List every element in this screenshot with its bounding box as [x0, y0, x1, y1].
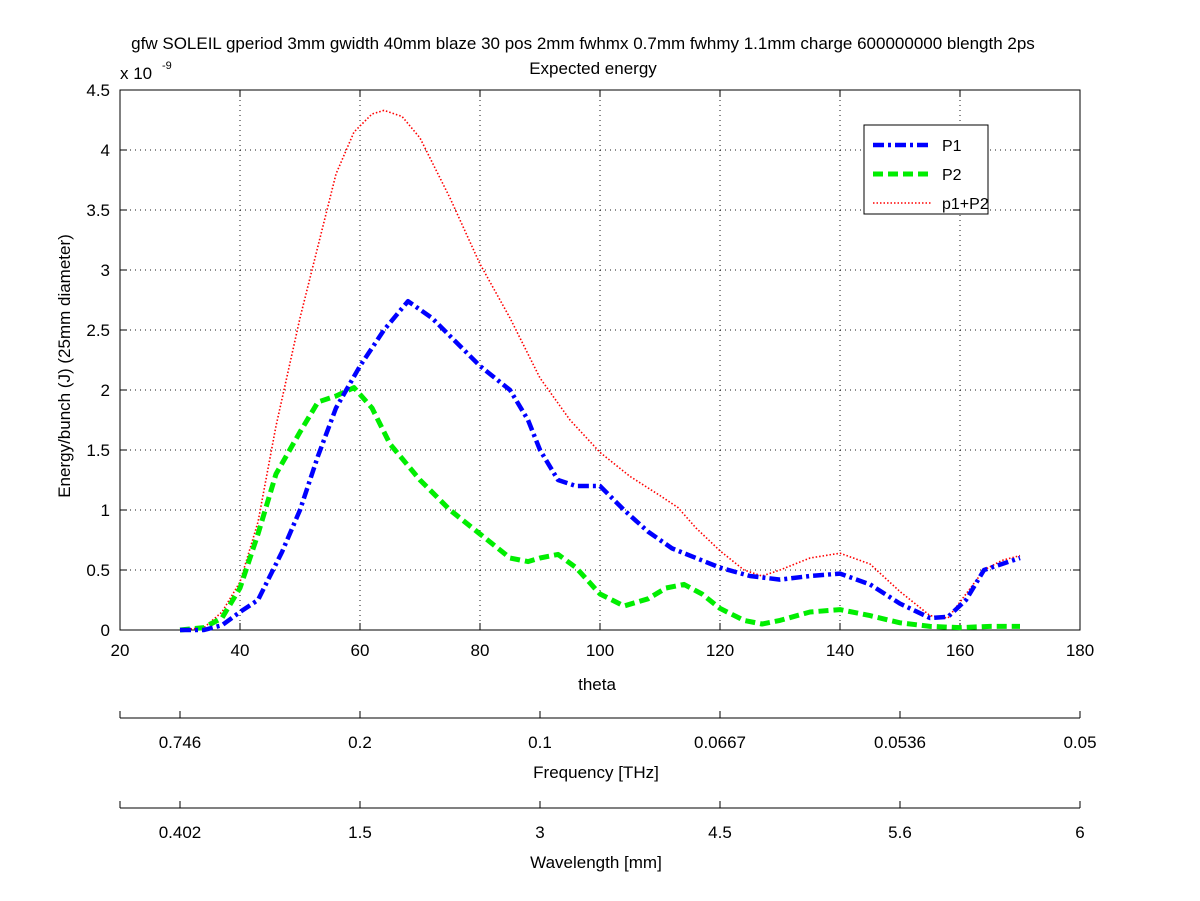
secondary-tick-label: 0.05	[1063, 733, 1096, 752]
x-tick-label: 120	[706, 641, 734, 660]
x-tick-label: 160	[946, 641, 974, 660]
x-tick-label: 180	[1066, 641, 1094, 660]
secondary-axes: 0.746 0.2 0.1 0.0667 0.0536 0.05 Frequency [TH…	[119, 711, 1097, 872]
secondary-tick-label: 4.5	[708, 823, 732, 842]
secondary-tick-label: 0.2	[348, 733, 372, 752]
y-axis-label: Energy/bunch (J) (25mm diameter)	[55, 234, 74, 498]
legend-label: p1+P2	[942, 196, 989, 213]
y-tick-label: 3	[101, 261, 110, 280]
y-tick-label: 2	[101, 381, 110, 400]
series-line-p2	[179, 385, 1020, 633]
chart-subtitle: Expected energy	[529, 59, 657, 78]
secondary-tick-label: 3	[535, 823, 544, 842]
x-tick-label: 60	[351, 641, 370, 660]
y-tick-label: 2.5	[86, 321, 110, 340]
y-tick-label: 4	[101, 141, 110, 160]
x-tick-label: 100	[586, 641, 614, 660]
legend-label: P2	[942, 167, 962, 184]
y-exponent-base: x 10	[120, 64, 152, 83]
x-axis-label: theta	[578, 675, 616, 694]
y-exponent-label: x 10 -9	[120, 60, 172, 83]
series-line-p1	[180, 298, 1021, 633]
secondary-axis-label-frequency: Frequency [THz]	[533, 763, 659, 782]
chart-title: gfw SOLEIL gperiod 3mm gwidth 40mm blaze…	[131, 34, 1035, 53]
secondary-tick-label: 0.0667	[694, 733, 746, 752]
y-exponent-power: -9	[162, 60, 172, 72]
x-tick-label: 20	[111, 641, 130, 660]
y-tick-label: 1.5	[86, 441, 110, 460]
x-tick-label: 140	[826, 641, 854, 660]
y-tick-label: 3.5	[86, 201, 110, 220]
x-tick-label: 80	[471, 641, 490, 660]
secondary-tick-label: 5.6	[888, 823, 912, 842]
secondary-tick-label: 0.402	[159, 823, 202, 842]
axis-ticks: 20 40 60 80 100 120 140 160 180 0 0.5 1 1.5 2 2.5 3 3.5 4…	[86, 81, 1094, 660]
y-tick-label: 0	[101, 621, 110, 640]
x-tick-label: 40	[231, 641, 250, 660]
secondary-axis-label-wavelength: Wavelength [mm]	[530, 853, 662, 872]
series-lines	[179, 109, 1021, 633]
secondary-tick-label: 0.1	[528, 733, 552, 752]
legend: P1 P2 p1+P2	[863, 124, 989, 215]
legend-label: P1	[942, 138, 962, 155]
secondary-tick-label: 0.0536	[874, 733, 926, 752]
y-tick-label: 0.5	[86, 561, 110, 580]
secondary-tick-label: 0.746	[159, 733, 202, 752]
secondary-tick-label: 1.5	[348, 823, 372, 842]
secondary-tick-label: 6	[1075, 823, 1084, 842]
y-tick-label: 1	[101, 501, 110, 520]
legend-box	[863, 124, 989, 215]
y-tick-label: 4.5	[86, 81, 110, 100]
